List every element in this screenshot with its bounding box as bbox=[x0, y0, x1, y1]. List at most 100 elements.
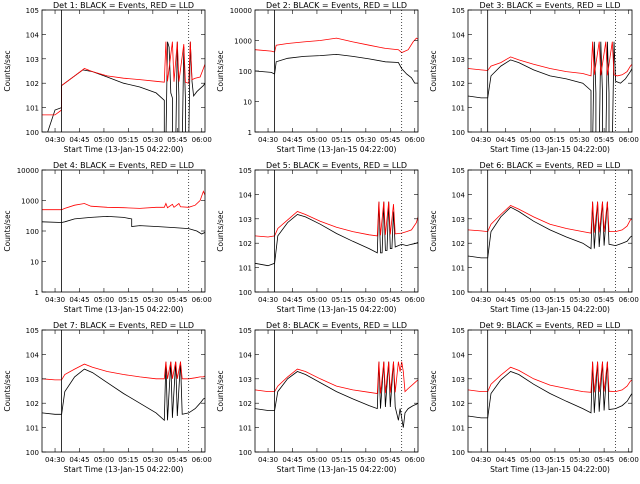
y-tick-label: 100 bbox=[26, 449, 39, 457]
y-tick-label: 104 bbox=[239, 191, 253, 199]
y-tick-label: 102 bbox=[239, 400, 252, 408]
x-tick-label: 05:00 bbox=[520, 136, 540, 144]
x-axis-label: Start Time (13-Jan-15 04:22:00) bbox=[490, 305, 610, 314]
x-tick-label: 06:00 bbox=[405, 456, 425, 464]
panel-title: Det 3: BLACK = Events, RED = LLD bbox=[480, 1, 621, 10]
x-tick-label: 05:30 bbox=[143, 136, 163, 144]
x-tick-label: 05:15 bbox=[118, 136, 138, 144]
y-tick-label: 1000 bbox=[21, 198, 39, 206]
x-tick-label: 05:30 bbox=[143, 456, 163, 464]
series-lld-line bbox=[468, 361, 632, 393]
plot-frame bbox=[254, 329, 419, 453]
y-tick-label: 101 bbox=[452, 425, 465, 433]
y-tick-label: 101 bbox=[452, 265, 465, 273]
x-tick-label: 06:00 bbox=[405, 136, 425, 144]
y-tick-label: 10 bbox=[30, 259, 39, 267]
y-tick-label: 103 bbox=[452, 56, 465, 64]
x-tick-label: 05:45 bbox=[167, 456, 187, 464]
y-axis-label: Counts/sec bbox=[216, 210, 225, 251]
panel-2: Det 2: BLACK = Events, RED = LLD 1 10 100 10… bbox=[216, 1, 425, 154]
x-tick-label: 06:00 bbox=[192, 296, 212, 304]
y-tick-label: 102 bbox=[239, 240, 252, 248]
x-tick-label: 05:15 bbox=[331, 456, 351, 464]
y-tick-label: 102 bbox=[26, 400, 39, 408]
panel-title: Det 2: BLACK = Events, RED = LLD bbox=[266, 1, 407, 10]
y-tick-label: 103 bbox=[452, 216, 465, 224]
series-lld-line bbox=[468, 41, 632, 77]
x-tick-label: 05:00 bbox=[307, 456, 327, 464]
y-tick-label: 104 bbox=[26, 31, 40, 39]
x-axis-label: Start Time (13-Jan-15 04:22:00) bbox=[64, 465, 184, 474]
panel-8: Det 8: BLACK = Events, RED = LLD 100 101 10… bbox=[216, 321, 425, 474]
x-tick-label: 05:45 bbox=[594, 456, 614, 464]
y-tick-label: 105 bbox=[239, 167, 252, 175]
x-tick-label: 04:30 bbox=[471, 136, 491, 144]
x-tick-label: 05:30 bbox=[356, 296, 376, 304]
y-tick-label: 10 bbox=[243, 99, 252, 107]
y-tick-label: 103 bbox=[26, 56, 39, 64]
x-tick-label: 05:30 bbox=[569, 456, 589, 464]
series-lld-line bbox=[255, 37, 418, 54]
y-axis-label: Counts/sec bbox=[216, 370, 225, 411]
y-tick-label: 100 bbox=[239, 449, 252, 457]
x-tick-label: 06:00 bbox=[619, 456, 639, 464]
x-tick-label: 05:45 bbox=[380, 136, 400, 144]
y-tick-label: 100 bbox=[452, 289, 465, 297]
y-tick-label: 101 bbox=[239, 265, 252, 273]
x-tick-label: 05:00 bbox=[94, 456, 114, 464]
x-tick-label: 04:45 bbox=[69, 296, 89, 304]
x-tick-label: 05:30 bbox=[356, 136, 376, 144]
panel-7: Det 7: BLACK = Events, RED = LLD 100 101 10… bbox=[3, 321, 212, 474]
y-tick-label: 1 bbox=[248, 129, 252, 137]
series-events-line bbox=[42, 215, 205, 235]
plot-frame bbox=[467, 169, 633, 293]
series-events-line bbox=[47, 41, 205, 132]
y-tick-label: 103 bbox=[26, 376, 39, 384]
x-tick-label: 06:00 bbox=[405, 296, 425, 304]
x-tick-label: 05:15 bbox=[331, 296, 351, 304]
y-tick-label: 104 bbox=[239, 351, 253, 359]
series-lld-line bbox=[42, 41, 205, 116]
y-tick-label: 105 bbox=[452, 327, 465, 335]
series-lld-line bbox=[255, 201, 418, 238]
x-axis-label: Start Time (13-Jan-15 04:22:00) bbox=[64, 305, 184, 314]
x-tick-label: 04:30 bbox=[258, 136, 278, 144]
y-tick-label: 101 bbox=[452, 105, 465, 113]
y-tick-label: 105 bbox=[452, 7, 465, 15]
y-tick-label: 101 bbox=[239, 425, 252, 433]
x-axis-label: Start Time (13-Jan-15 04:22:00) bbox=[277, 145, 397, 154]
y-tick-label: 100 bbox=[26, 129, 39, 137]
y-tick-label: 105 bbox=[26, 327, 39, 335]
y-tick-label: 104 bbox=[452, 31, 466, 39]
panel-title: Det 7: BLACK = Events, RED = LLD bbox=[53, 321, 194, 330]
y-tick-label: 102 bbox=[452, 80, 465, 88]
panel-title: Det 9: BLACK = Events, RED = LLD bbox=[480, 321, 621, 330]
y-axis-label: Counts/sec bbox=[216, 50, 225, 91]
panel-4: Det 4: BLACK = Events, RED = LLD 1 10 100 10… bbox=[3, 161, 212, 314]
y-tick-label: 104 bbox=[452, 351, 466, 359]
series-events-line bbox=[468, 201, 632, 259]
panel-6: Det 6: BLACK = Events, RED = LLD 100 101 10… bbox=[429, 161, 639, 314]
panel-title: Det 4: BLACK = Events, RED = LLD bbox=[53, 161, 194, 170]
x-tick-label: 04:45 bbox=[496, 456, 516, 464]
panel-title: Det 6: BLACK = Events, RED = LLD bbox=[480, 161, 621, 170]
x-tick-label: 05:00 bbox=[520, 296, 540, 304]
y-tick-label: 1 bbox=[35, 289, 39, 297]
x-tick-label: 06:00 bbox=[192, 136, 212, 144]
x-tick-label: 05:15 bbox=[118, 296, 138, 304]
x-tick-label: 05:30 bbox=[569, 296, 589, 304]
panel-3: Det 3: BLACK = Events, RED = LLD 100 101 10… bbox=[429, 1, 639, 154]
x-tick-label: 04:45 bbox=[282, 456, 302, 464]
x-tick-label: 04:45 bbox=[282, 296, 302, 304]
x-tick-label: 05:15 bbox=[545, 296, 565, 304]
panel-5: Det 5: BLACK = Events, RED = LLD 100 101 10… bbox=[216, 161, 425, 314]
y-tick-label: 103 bbox=[239, 216, 252, 224]
series-events-line bbox=[255, 201, 418, 267]
x-tick-label: 05:15 bbox=[118, 456, 138, 464]
x-tick-label: 05:30 bbox=[356, 456, 376, 464]
y-tick-label: 10000 bbox=[17, 167, 39, 175]
plot-frame bbox=[254, 9, 419, 133]
series-lld-line bbox=[42, 190, 205, 211]
x-tick-label: 05:00 bbox=[307, 136, 327, 144]
